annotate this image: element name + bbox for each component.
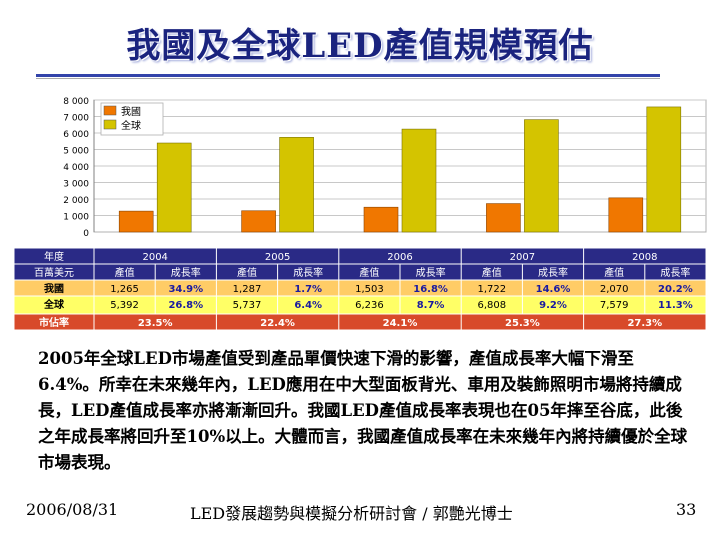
table-row-taiwan-bg: [14, 280, 706, 296]
x-tick-label: 2006: [387, 252, 412, 263]
table-cell-global-growth: 8.7%: [417, 300, 445, 311]
table-cell-global-value: 5,392: [110, 300, 139, 311]
table-subheader-growth: 成長率: [416, 266, 446, 279]
x-tick-label: 2007: [510, 252, 535, 263]
y-tick-label: 8 000: [63, 97, 89, 107]
table-row-global-bg: [14, 296, 706, 314]
bar-taiwan: [363, 206, 399, 233]
y-tick-label: 5 000: [63, 147, 89, 157]
table-row-label-taiwan: 我國: [44, 282, 64, 295]
table-cell-taiwan-growth: 1.7%: [294, 284, 322, 295]
table-cell-taiwan-value: 1,503: [355, 284, 384, 295]
bar-taiwan: [118, 210, 154, 233]
bar-taiwan: [608, 197, 644, 233]
bar-taiwan: [486, 203, 521, 233]
table-subheader-value: 產值: [115, 266, 135, 279]
table-cell-global-growth: 11.3%: [658, 300, 693, 311]
table-cell-global-growth: 9.2%: [539, 300, 567, 311]
table-cell-share: 24.1%: [383, 318, 418, 329]
y-tick-label: 0: [83, 229, 89, 239]
bar-global: [401, 128, 437, 233]
table-cell-global-value: 6,808: [477, 300, 506, 311]
chart-with-table: 0 1 000 2 000 3 000 4 000 5 000 6 000 7 000 8 00…: [13, 90, 714, 338]
table-cell-taiwan-growth: 20.2%: [658, 284, 693, 295]
legend-swatch-taiwan: [103, 105, 117, 116]
table-cell-share: 25.3%: [505, 318, 540, 329]
legend-swatch-global: [103, 119, 117, 130]
bar-chart: 0 1 000 2 000 3 000 4 000 5 000 6 000 7 000 8 00…: [13, 97, 707, 331]
table-subheader-growth: 成長率: [660, 266, 690, 279]
table-border: [13, 247, 707, 331]
table-corner-unit: 百萬美元: [34, 266, 74, 279]
table-corner-year: 年度: [44, 250, 64, 263]
table-row-share-bg: [14, 314, 706, 330]
table-cell-global-value: 7,579: [600, 300, 629, 311]
legend-label-taiwan: 我國: [121, 106, 141, 118]
table-subheader-growth: 成長率: [293, 266, 323, 279]
table-subheader-growth: 成長率: [538, 266, 568, 279]
x-tick-label: 2005: [265, 252, 290, 263]
table-cell-taiwan-growth: 16.8%: [413, 284, 448, 295]
footer-date: 2006/08/31: [26, 500, 119, 519]
table-cell-share: 27.3%: [627, 318, 662, 329]
footer-page-number: 33: [676, 500, 697, 519]
table-subheader-value: 產值: [359, 266, 379, 279]
table-cell-taiwan-value: 1,287: [233, 284, 262, 295]
y-tick-label: 7 000: [63, 114, 89, 124]
table-cell-taiwan-growth: 34.9%: [168, 284, 203, 295]
title-underline: [36, 74, 660, 77]
bar-global: [156, 142, 192, 233]
y-tick-label: 3 000: [63, 180, 89, 190]
table-cell-global-value: 5,737: [233, 300, 262, 311]
table-subheader-growth: 成長率: [171, 266, 201, 279]
table-subheader-value: 產值: [237, 266, 257, 279]
summary-paragraph: 2005年全球LED市場產值受到產品單價快速下滑的影響，產值成長率大幅下滑至6.…: [38, 349, 688, 472]
table-row-label-global: 全球: [43, 298, 65, 311]
bar-taiwan: [241, 210, 276, 233]
bar-global: [279, 137, 314, 233]
table-subheader-value: 產值: [604, 266, 624, 279]
table-cell-taiwan-value: 2,070: [600, 284, 629, 295]
y-tick-label: 1 000: [63, 213, 89, 223]
page-title: 我國及全球LED產值規模預估: [126, 26, 594, 66]
y-tick-label: 2 000: [63, 196, 89, 206]
x-tick-label: 2004: [142, 252, 167, 263]
table-row-label-share: 市佔率: [39, 316, 69, 329]
table-cell-taiwan-value: 1,265: [110, 284, 139, 295]
table-subheader-value: 產值: [482, 266, 502, 279]
y-tick-label: 4 000: [63, 163, 89, 173]
table-cell-share: 23.5%: [138, 318, 173, 329]
legend-label-global: 全球: [121, 119, 141, 132]
x-tick-label: 2008: [632, 252, 657, 263]
footer-presentation-title: LED發展趨勢與模擬分析研討會 / 郭艷光博士: [190, 504, 513, 523]
y-tick-label: 6 000: [63, 130, 89, 140]
title-underline-shadow: [36, 78, 660, 79]
bar-global: [646, 106, 682, 233]
table-cell-global-growth: 6.4%: [294, 300, 322, 311]
table-cell-taiwan-value: 1,722: [477, 284, 506, 295]
table-cell-taiwan-growth: 14.6%: [536, 284, 571, 295]
table-cell-global-growth: 26.8%: [168, 300, 203, 311]
table-cell-global-value: 6,236: [355, 300, 384, 311]
table-cell-share: 22.4%: [260, 318, 295, 329]
bar-global: [524, 119, 559, 233]
